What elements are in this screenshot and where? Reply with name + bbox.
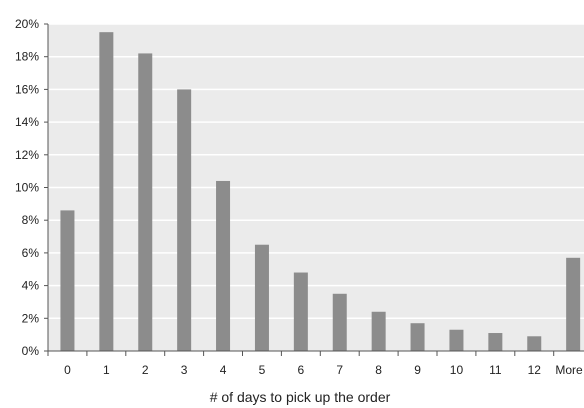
y-tick-label: 2% <box>22 311 40 325</box>
axes <box>44 23 584 356</box>
x-tick-label: 0 <box>64 363 71 377</box>
bar-9 <box>410 323 425 351</box>
y-tick-label: 20% <box>15 17 39 31</box>
x-tick-label: 6 <box>298 363 305 377</box>
x-tick-label: 9 <box>414 363 421 377</box>
y-tick-label: 4% <box>22 279 40 293</box>
y-tick-label: 10% <box>15 181 39 195</box>
bar-6 <box>293 272 308 351</box>
x-tick-label: 8 <box>375 363 382 377</box>
bar-5 <box>254 244 269 351</box>
gridlines <box>48 23 584 320</box>
x-axis-title: # of days to pick up the order <box>210 389 391 405</box>
y-tick-label: 14% <box>15 115 39 129</box>
x-tick-label: 12 <box>528 363 542 377</box>
x-tick-labels: 0 1 2 3 4 5 6 7 8 9 10 11 12 More <box>64 363 583 377</box>
bar-0 <box>60 210 75 351</box>
bar-4 <box>216 180 231 351</box>
bar-2 <box>138 53 153 352</box>
bar-more <box>566 257 581 351</box>
bars <box>60 32 581 352</box>
bar-11 <box>488 333 503 351</box>
x-tick-label: 11 <box>489 363 502 377</box>
x-tick-label: 2 <box>142 363 149 377</box>
bar-1 <box>99 32 114 352</box>
y-tick-label: 6% <box>22 246 40 260</box>
x-tick-label: 1 <box>103 363 110 377</box>
y-tick-labels: 0% 2% 4% 6% 8% 10% 12% 14% 16% 18% 20% <box>15 17 39 358</box>
y-tick-label: 12% <box>15 148 39 162</box>
x-tick-label: 3 <box>181 363 188 377</box>
x-tick-label: 5 <box>259 363 266 377</box>
x-tick-label: 7 <box>336 363 343 377</box>
y-tick-label: 18% <box>15 50 39 64</box>
x-tick-label: 10 <box>450 363 464 377</box>
y-tick-label: 8% <box>22 213 40 227</box>
x-tick-label: 4 <box>220 363 227 377</box>
y-tick-label: 0% <box>22 344 40 358</box>
bar-3 <box>177 89 192 352</box>
y-tick-label: 16% <box>15 82 39 96</box>
x-tick-label: More <box>555 363 583 377</box>
bar-8 <box>371 311 386 351</box>
bar-10 <box>449 329 464 351</box>
bar-7 <box>332 293 347 351</box>
bar-12 <box>527 336 542 351</box>
